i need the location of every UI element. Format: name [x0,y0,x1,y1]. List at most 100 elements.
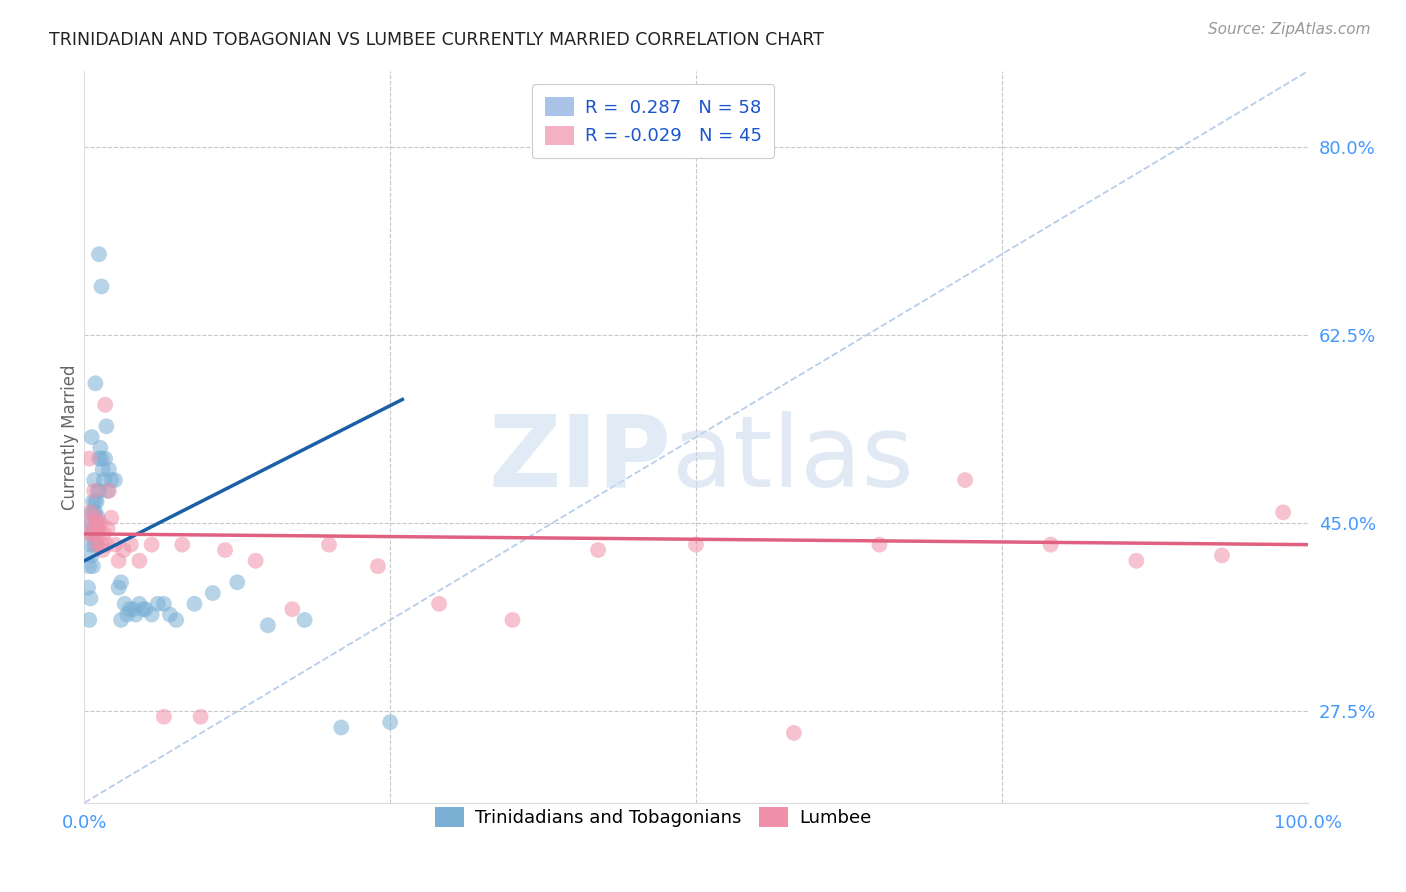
Point [112,543,135,558]
Point [783,726,806,740]
Point [86,538,108,552]
Point [201,586,224,600]
Point [115,607,138,622]
Text: ZIP: ZIP [489,410,672,508]
Point [1272,505,1295,519]
Point [89,441,111,455]
Point [100,510,122,524]
Point [110,613,132,627]
Point [87,510,110,524]
Point [91,543,114,558]
Text: TRINIDADIAN AND TOBAGONIAN VS LUMBEE CURRENTLY MARRIED CORRELATION CHART: TRINIDADIAN AND TOBAGONIAN VS LUMBEE CUR… [49,31,824,49]
Point [89,516,111,530]
Point [93,527,115,541]
Point [141,607,163,622]
Point [226,575,249,590]
Text: Source: ZipAtlas.com: Source: ZipAtlas.com [1208,22,1371,37]
Point [82,559,104,574]
Point [183,597,205,611]
Point [153,597,176,611]
Point [110,575,132,590]
Point [84,510,107,524]
Point [118,602,141,616]
Point [97,483,120,498]
Point [128,597,150,611]
Point [87,483,110,498]
Point [82,494,104,508]
Point [427,597,450,611]
Point [122,602,145,616]
Point [107,581,129,595]
Point [83,473,105,487]
Point [104,473,127,487]
Point [77,559,100,574]
Point [83,483,105,498]
Point [294,613,316,627]
Point [1125,554,1147,568]
Point [84,505,107,519]
Point [318,538,340,552]
Point [86,494,108,508]
Point [97,462,120,476]
Point [90,279,112,293]
Point [245,554,267,568]
Point [80,527,103,541]
Point [380,715,402,730]
Point [141,538,163,552]
Point [87,521,110,535]
Point [94,451,117,466]
Point [1211,549,1233,563]
Point [128,554,150,568]
Point [114,597,136,611]
Point [125,607,148,622]
Point [86,538,108,552]
Point [146,597,169,611]
Point [165,613,187,627]
Point [97,483,120,498]
Point [97,521,120,535]
Point [172,538,194,552]
Point [1039,538,1062,552]
Point [79,527,101,541]
Point [79,505,101,519]
Point [87,483,110,498]
Point [685,538,707,552]
Point [257,618,280,632]
Point [87,451,110,466]
Point [100,473,122,487]
Point [79,516,101,530]
Point [120,538,142,552]
Point [80,516,103,530]
Point [77,613,100,627]
Y-axis label: Currently Married: Currently Married [62,364,80,510]
Point [135,602,157,616]
Point [79,538,101,552]
Point [159,607,181,622]
Point [87,247,110,261]
Point [83,538,105,552]
Point [96,538,118,552]
Point [190,710,212,724]
Point [84,527,107,541]
Point [83,505,105,519]
Point [107,554,129,568]
Point [214,543,236,558]
Point [77,451,100,466]
Point [90,451,112,466]
Point [586,543,609,558]
Point [82,521,104,535]
Point [90,538,112,552]
Point [86,516,108,530]
Point [84,494,107,508]
Point [869,538,891,552]
Point [153,710,176,724]
Point [367,559,389,574]
Point [87,527,110,541]
Point [80,505,103,519]
Point [132,602,155,616]
Point [82,527,104,541]
Text: atlas: atlas [672,410,912,508]
Point [79,591,101,606]
Point [94,398,117,412]
Point [104,538,127,552]
